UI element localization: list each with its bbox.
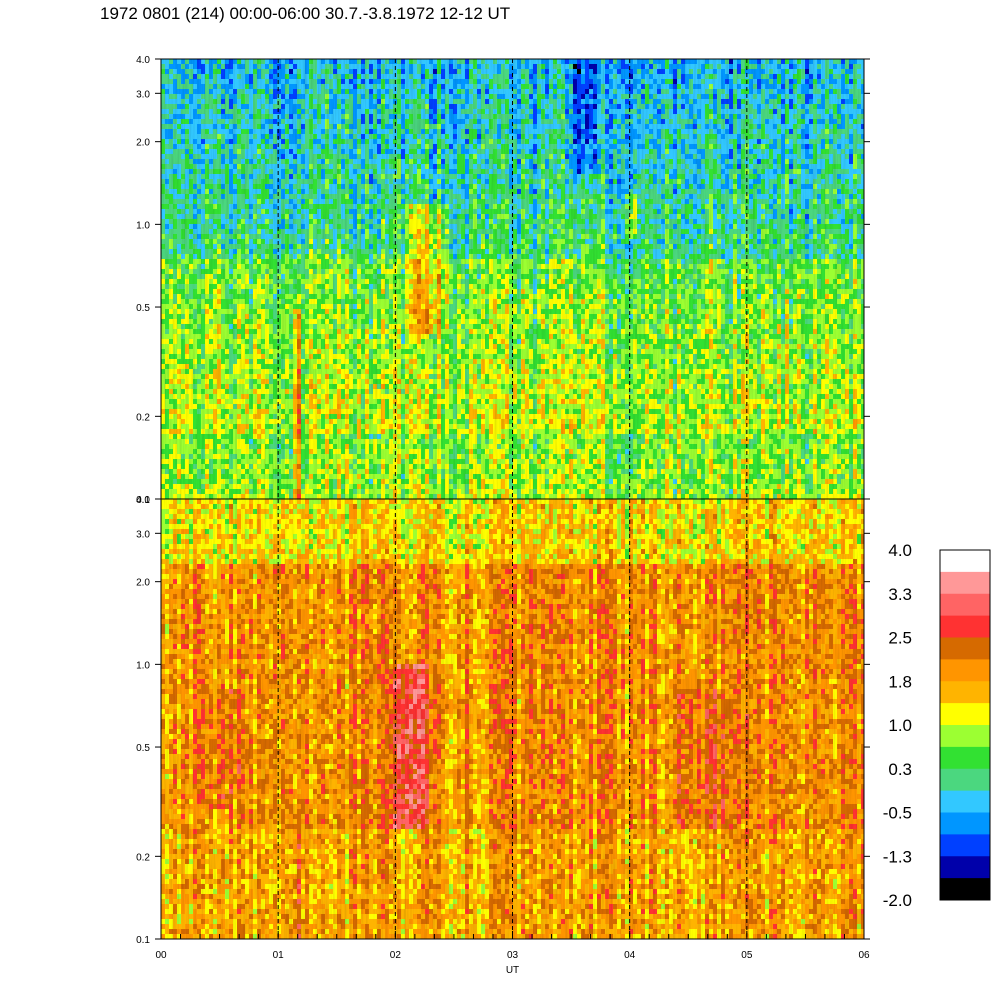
colorbar-swatch — [940, 768, 990, 792]
spectrogram-panel-lower — [161, 499, 864, 939]
colorbar-swatch — [940, 746, 990, 770]
colorbar-swatch — [940, 681, 990, 704]
colorbar-swatch — [940, 812, 990, 835]
x-tick-label: 02 — [390, 950, 402, 961]
y-tick-label: 2.0 — [136, 138, 150, 149]
y-tick-label: 1.0 — [136, 220, 150, 231]
colorbar-label: -0.5 — [883, 804, 912, 823]
colorbar-label: 2.5 — [888, 629, 912, 648]
colorbar-swatch — [940, 571, 990, 595]
spectrogram-panel-upper — [161, 59, 864, 499]
y-tick-label: 3.0 — [136, 529, 150, 540]
y-tick-label: 1.0 — [136, 660, 150, 671]
colorbar-swatch — [940, 725, 990, 748]
y-tick-label: 4.0 — [136, 55, 150, 66]
x-axis-label: UT — [506, 965, 519, 976]
y-tick-label: 0.5 — [136, 303, 150, 314]
y-tick-label: 2.0 — [136, 578, 150, 589]
x-tick-label: 05 — [741, 950, 753, 961]
colorbar-label: 3.3 — [888, 585, 912, 604]
colorbar-label: 0.3 — [888, 760, 912, 779]
colorbar-swatch — [940, 615, 990, 638]
y-tick-label: 4.0 — [136, 495, 150, 506]
x-tick-label: 01 — [273, 950, 285, 961]
colorbar-label: 1.8 — [888, 672, 912, 691]
x-tick-label: 06 — [858, 950, 870, 961]
y-tick-label: 3.0 — [136, 89, 150, 100]
x-tick-label: 00 — [155, 950, 167, 961]
colorbar-swatch — [940, 790, 990, 813]
colorbar-swatch — [940, 834, 990, 857]
colorbar-swatch — [940, 856, 990, 879]
colorbar-label: 1.0 — [888, 716, 912, 735]
x-tick-label: 04 — [624, 950, 636, 961]
colorbar-frame — [939, 549, 991, 901]
chart-title: 1972 0801 (214) 00:00-06:00 30.7.-3.8.19… — [100, 4, 510, 24]
y-tick-label: 0.5 — [136, 743, 150, 754]
colorbar-swatch — [940, 878, 990, 901]
y-tick-label: 0.1 — [136, 935, 150, 946]
y-tick-label: 0.2 — [136, 852, 150, 863]
colorbar-swatch — [940, 550, 990, 573]
colorbar-swatch — [940, 637, 990, 660]
y-tick-label: 0.2 — [136, 412, 150, 423]
colorbar-label: -1.3 — [883, 847, 912, 866]
colorbar-label: 4.0 — [888, 541, 912, 560]
colorbar-swatch — [940, 593, 990, 617]
colorbar-swatch — [940, 703, 990, 726]
x-tick-label: 03 — [507, 950, 519, 961]
colorbar-label: -2.0 — [883, 891, 912, 910]
colorbar-swatch — [940, 659, 990, 682]
y-tick-label: 0.1 — [136, 495, 150, 506]
